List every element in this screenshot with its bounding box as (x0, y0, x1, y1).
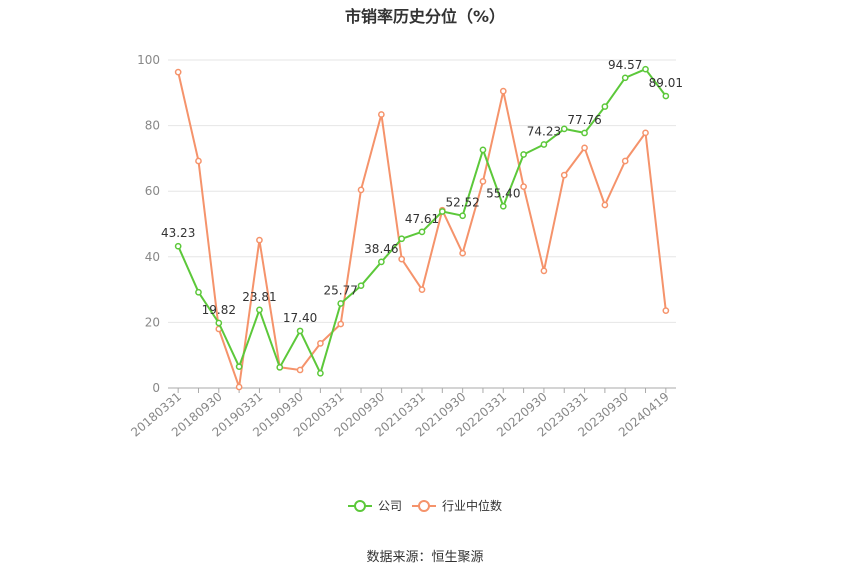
data-point (540, 267, 548, 275)
data-point (296, 366, 304, 374)
data-point (459, 212, 466, 220)
data-label: 52.52 (445, 196, 479, 210)
data-point (601, 201, 609, 209)
data-point (398, 235, 406, 243)
data-point (459, 249, 466, 257)
data-label: 47.61 (405, 212, 439, 226)
legend: 公司 行业中位数 (348, 498, 502, 513)
data-label: 43.23 (161, 226, 195, 240)
data-point (621, 157, 629, 165)
data-point (357, 282, 365, 290)
data-point (378, 258, 385, 266)
data-label: 94.57 (608, 58, 642, 72)
data-source: 数据来源：恒生聚源 (366, 550, 484, 565)
data-point (276, 363, 284, 371)
data-point (479, 146, 487, 154)
data-point (540, 141, 548, 148)
data-point (642, 129, 649, 137)
data-point (499, 87, 507, 95)
data-point (235, 383, 243, 391)
data-point (662, 307, 670, 314)
data-point (256, 306, 263, 314)
data-label: 77.76 (567, 113, 601, 127)
data-point (296, 327, 304, 335)
data-point (317, 340, 324, 347)
data-point (581, 144, 588, 152)
data-point (581, 129, 588, 137)
data-point (215, 319, 223, 327)
data-point (235, 363, 243, 371)
data-label: 38.46 (364, 242, 398, 256)
y-tick-label: 100 (137, 53, 160, 67)
chart-title: 市销率历史分位（%） (344, 7, 506, 26)
data-label: 25.77 (324, 283, 358, 297)
data-point (520, 151, 527, 158)
data-point (195, 157, 202, 165)
legend-marker (354, 500, 366, 512)
data-point (479, 178, 487, 185)
data-point (621, 74, 629, 82)
legend-label: 行业中位数 (442, 498, 502, 513)
data-label: 19.82 (202, 303, 236, 317)
data-point (378, 111, 385, 118)
data-label: 74.23 (527, 125, 561, 139)
data-point (418, 228, 426, 236)
data-point (317, 369, 324, 377)
data-point (174, 68, 182, 76)
axes: 0204060801002018033120180930201903312019… (128, 53, 676, 440)
y-tick-label: 80 (145, 119, 160, 133)
series-layer (174, 65, 670, 391)
data-point (337, 320, 345, 328)
data-point (418, 286, 426, 293)
data-label: 17.40 (283, 311, 317, 325)
y-tick-label: 40 (145, 250, 160, 264)
data-labels: 43.23 19.82 23.81 17.40 25.77 38.46 47.61 52.52… (161, 58, 683, 325)
data-point (560, 171, 568, 179)
data-point (662, 92, 670, 100)
data-label: 89.01 (649, 76, 683, 90)
data-point (438, 208, 446, 215)
legend-item-industry-median: 行业中位数 (412, 498, 502, 513)
y-tick-label: 60 (145, 184, 160, 198)
data-point (195, 288, 202, 296)
data-point (174, 242, 182, 250)
legend-label: 公司 (378, 499, 402, 513)
data-point (499, 202, 507, 210)
legend-marker (418, 500, 430, 512)
data-point (337, 300, 345, 307)
y-tick-label: 0 (152, 381, 160, 395)
data-point (520, 183, 527, 190)
data-point (560, 125, 568, 133)
data-point (357, 186, 365, 194)
data-label: 55.40 (486, 186, 520, 200)
data-label: 23.81 (242, 290, 276, 304)
data-point (256, 236, 263, 244)
data-point (601, 103, 609, 110)
legend-item-company: 公司 (348, 499, 402, 513)
data-point (642, 65, 649, 73)
data-point (398, 255, 406, 263)
y-tick-label: 20 (145, 315, 160, 329)
